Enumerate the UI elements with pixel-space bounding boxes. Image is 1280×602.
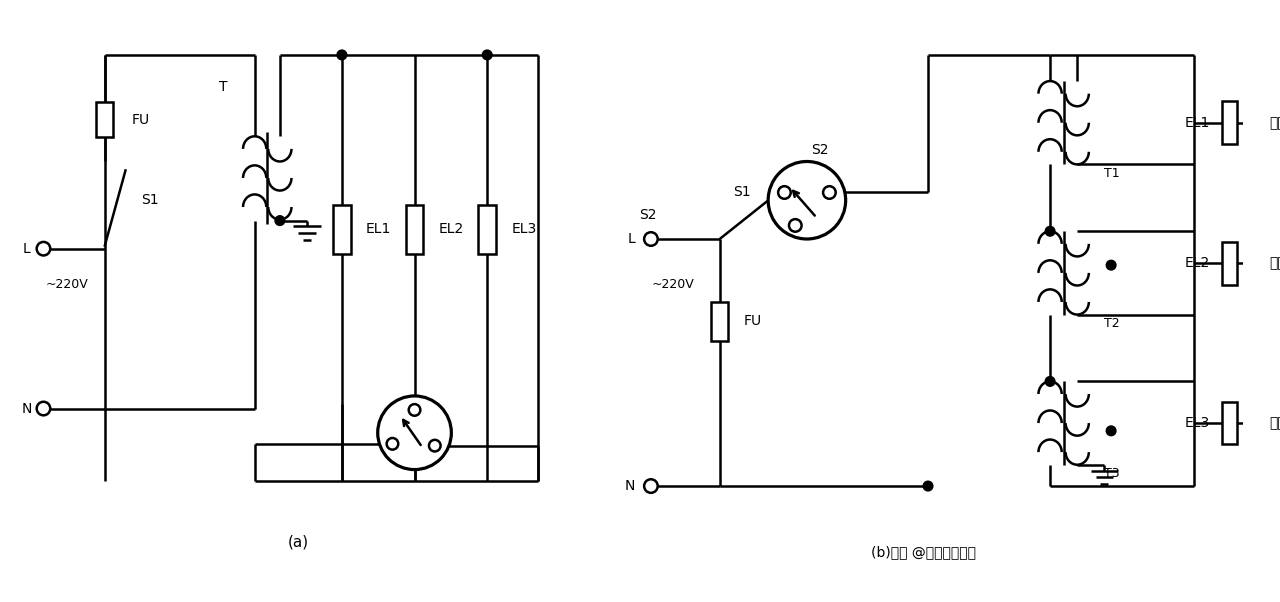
- Text: L: L: [627, 232, 635, 246]
- Circle shape: [1106, 426, 1116, 436]
- Circle shape: [1046, 377, 1055, 386]
- Bar: [96, 102, 113, 137]
- Text: FU: FU: [744, 314, 762, 328]
- Circle shape: [923, 481, 933, 491]
- Text: S1: S1: [733, 185, 750, 199]
- Text: T: T: [219, 80, 228, 94]
- Circle shape: [1046, 226, 1055, 236]
- Bar: [479, 205, 495, 253]
- Text: S2: S2: [639, 208, 657, 222]
- Text: S1: S1: [141, 193, 159, 207]
- Text: EL2: EL2: [1185, 256, 1210, 270]
- Text: EL2: EL2: [439, 222, 465, 237]
- Circle shape: [788, 219, 801, 232]
- Text: (b)头条 @技成电工课堂: (b)头条 @技成电工课堂: [870, 545, 975, 559]
- Circle shape: [644, 232, 658, 246]
- Text: T1: T1: [1105, 167, 1120, 179]
- Circle shape: [37, 242, 50, 255]
- Text: EL1: EL1: [1184, 116, 1210, 130]
- Circle shape: [483, 50, 492, 60]
- Text: N: N: [625, 479, 635, 493]
- Circle shape: [408, 404, 420, 416]
- Circle shape: [823, 186, 836, 199]
- Bar: [333, 205, 351, 253]
- Circle shape: [768, 161, 846, 239]
- Text: 灯管: 灯管: [1268, 256, 1280, 270]
- Circle shape: [644, 479, 658, 493]
- Text: T2: T2: [1105, 317, 1120, 330]
- Text: FU: FU: [132, 113, 150, 127]
- Text: EL3: EL3: [512, 222, 536, 237]
- Circle shape: [378, 396, 452, 470]
- Circle shape: [387, 438, 398, 450]
- Circle shape: [429, 440, 440, 452]
- Bar: [1221, 101, 1236, 144]
- Circle shape: [37, 402, 50, 415]
- Text: EL3: EL3: [1185, 416, 1210, 430]
- Text: EL1: EL1: [366, 222, 392, 237]
- Bar: [1221, 242, 1236, 285]
- Text: N: N: [22, 402, 32, 415]
- Text: S2: S2: [810, 143, 828, 157]
- Text: L: L: [23, 241, 31, 256]
- Bar: [710, 302, 728, 341]
- Text: ~220V: ~220V: [45, 278, 88, 291]
- Circle shape: [778, 186, 791, 199]
- Circle shape: [337, 50, 347, 60]
- Text: T3: T3: [1105, 467, 1120, 480]
- Bar: [1221, 402, 1236, 444]
- Circle shape: [1106, 260, 1116, 270]
- Circle shape: [275, 216, 284, 225]
- Text: ~220V: ~220V: [652, 278, 695, 291]
- Text: 灯管: 灯管: [1268, 416, 1280, 430]
- Text: (a): (a): [288, 535, 308, 550]
- Text: 灯管: 灯管: [1268, 116, 1280, 130]
- Bar: [406, 205, 424, 253]
